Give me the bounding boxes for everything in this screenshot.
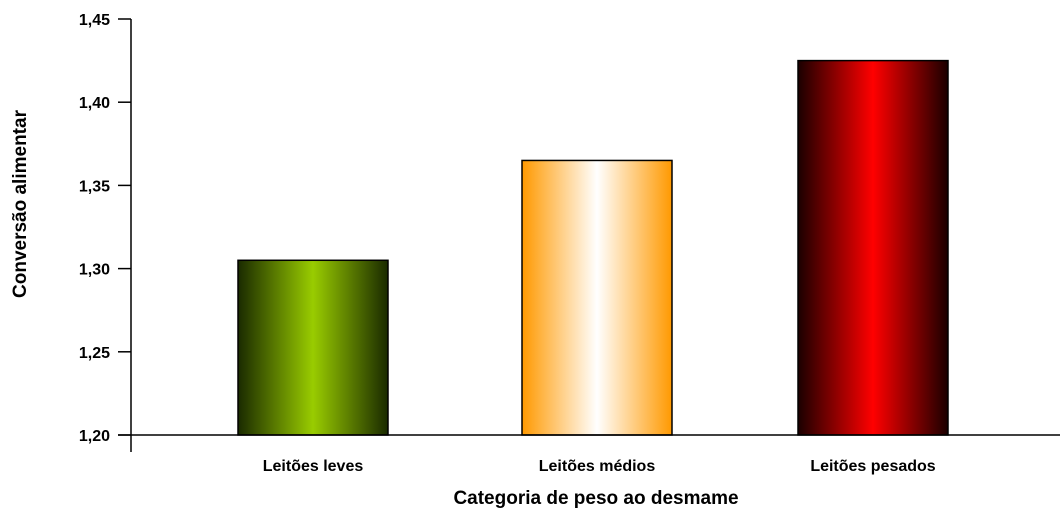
y-tick-label: 1,40 [79,95,110,112]
y-tick-label: 1,20 [79,428,110,445]
x-category-label: Leitões pesados [810,458,935,475]
bar-1 [237,259,389,436]
y-ticks-layer: 1,20 1,25 1,30 1,35 1,40 1,45 [79,12,131,445]
x-category-label: Leitões leves [263,458,364,475]
x-category-label: Leitões médios [539,458,656,475]
bar-2 [521,159,673,436]
y-tick-label: 1,45 [79,12,110,29]
y-axis-title: Conversão alimentar [10,109,31,298]
axes-layer [118,19,1060,452]
x-axis-title: Categoria de peso ao desmame [453,488,738,509]
y-tick-label: 1,30 [79,262,110,279]
y-tick-label: 1,35 [79,178,110,195]
bars-layer [237,59,949,436]
y-tick-label: 1,25 [79,345,110,362]
x-categories-layer: Leitões leves Leitões médios Leitões pesad… [263,458,936,475]
bar-3 [797,59,949,436]
